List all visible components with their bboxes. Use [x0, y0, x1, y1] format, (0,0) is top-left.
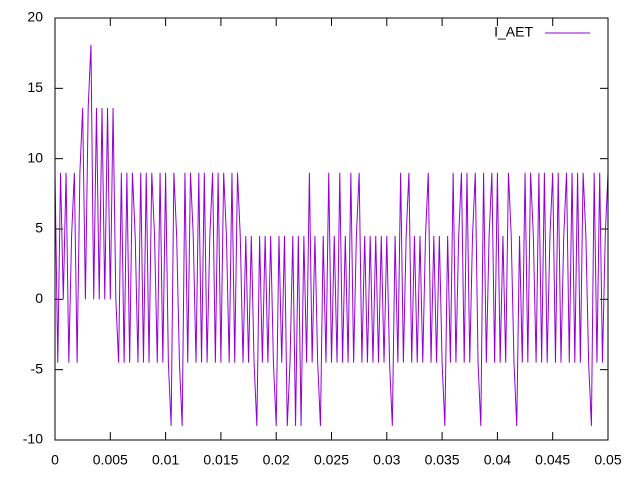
y-tick-label: -5: [31, 360, 44, 376]
data-line: [54, 44, 609, 426]
x-tick-label: 0.04: [484, 452, 511, 468]
y-tick-label: 0: [35, 290, 43, 306]
plot-border: [54, 17, 609, 441]
x-tick-label: 0.025: [314, 452, 349, 468]
x-tick-label: 0.035: [425, 452, 460, 468]
y-tick-label: 5: [35, 220, 43, 236]
x-tick-label: 0.01: [152, 452, 179, 468]
x-tick-label: 0.05: [594, 452, 621, 468]
x-tick-label: 0.005: [93, 452, 128, 468]
x-tick-label: 0.015: [203, 452, 238, 468]
x-tick-label: 0.02: [263, 452, 290, 468]
y-tick-label: 15: [27, 79, 43, 95]
x-tick-label: 0.03: [373, 452, 400, 468]
y-tick-label: -10: [23, 431, 43, 447]
x-tick-label: 0.045: [535, 452, 570, 468]
y-tick-label: 10: [27, 149, 43, 165]
legend-label: I_AET: [494, 24, 533, 40]
x-tick-label: 0: [51, 452, 59, 468]
y-tick-label: 20: [27, 9, 43, 25]
